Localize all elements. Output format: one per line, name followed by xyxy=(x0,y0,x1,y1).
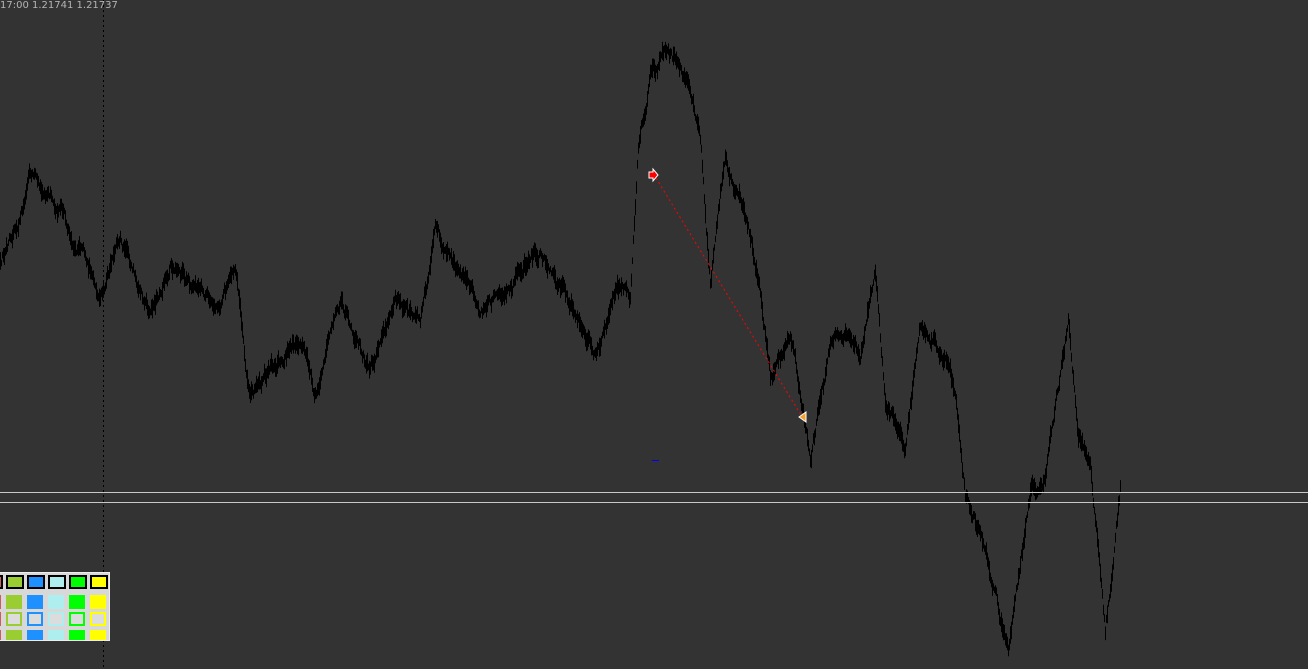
palette-swatch[interactable] xyxy=(27,595,43,609)
price-series xyxy=(0,41,1121,657)
palette-swatch[interactable] xyxy=(0,612,1,626)
exit-arrow-icon[interactable] xyxy=(798,411,807,423)
palette-swatch[interactable] xyxy=(90,630,106,640)
palette-swatch[interactable] xyxy=(6,630,22,640)
entry-arrow-icon[interactable] xyxy=(648,167,659,183)
palette-swatch[interactable] xyxy=(27,575,45,589)
palette-swatch[interactable] xyxy=(69,595,85,609)
palette-swatch[interactable] xyxy=(0,630,1,640)
palette-swatch[interactable] xyxy=(48,630,64,640)
chart-info-text: 17:00 1.21741 1.21737 xyxy=(0,0,118,11)
palette-swatch[interactable] xyxy=(6,612,22,626)
price-bars xyxy=(0,41,1121,657)
palette-swatch[interactable] xyxy=(90,575,108,589)
palette-swatch[interactable] xyxy=(0,595,1,609)
palette-swatch[interactable] xyxy=(27,630,43,640)
palette-swatch[interactable] xyxy=(90,595,106,609)
palette-swatch[interactable] xyxy=(90,612,106,626)
trade-line xyxy=(655,177,802,416)
palette-swatch[interactable] xyxy=(48,612,64,626)
palette-swatch[interactable] xyxy=(69,612,85,626)
color-palette[interactable] xyxy=(0,572,110,641)
palette-swatch[interactable] xyxy=(69,575,87,589)
palette-swatch[interactable] xyxy=(27,612,43,626)
palette-swatch[interactable] xyxy=(69,630,85,640)
palette-swatch[interactable] xyxy=(0,575,3,589)
palette-swatch[interactable] xyxy=(6,595,22,609)
palette-swatch[interactable] xyxy=(6,575,24,589)
palette-swatch[interactable] xyxy=(48,575,66,589)
palette-swatch[interactable] xyxy=(48,595,64,609)
